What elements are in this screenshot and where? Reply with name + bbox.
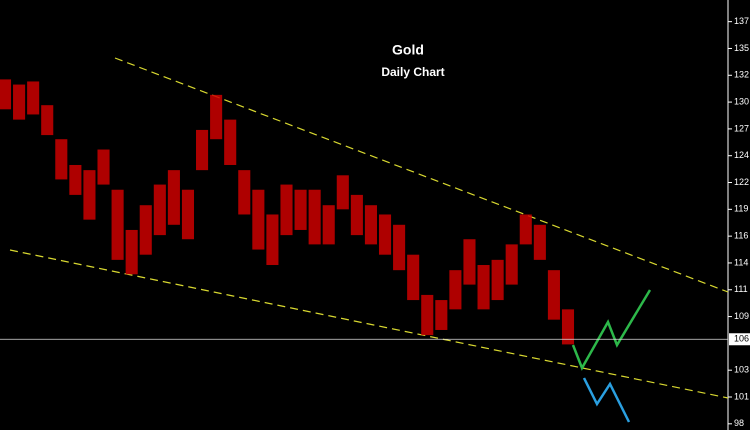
- price-bar: [519, 214, 532, 245]
- y-tick-label: 119: [734, 204, 748, 214]
- price-bar: [0, 79, 12, 110]
- y-tick-label: 130: [734, 96, 749, 106]
- price-bar: [378, 214, 392, 255]
- price-bar: [55, 139, 68, 180]
- price-bar: [477, 265, 490, 310]
- price-bar: [435, 300, 448, 330]
- y-tick-label: 137: [734, 16, 749, 26]
- price-bar: [167, 170, 180, 225]
- price-bar: [421, 294, 434, 336]
- chart-subtitle: Daily Chart: [381, 65, 444, 79]
- price-bar: [407, 254, 420, 301]
- bearish-projection: [582, 377, 631, 423]
- price-bar: [561, 309, 575, 345]
- price-bar: [491, 259, 504, 301]
- last-price-label: 106: [734, 334, 749, 344]
- y-tick-label: 132: [734, 70, 749, 80]
- y-tick-label: 122: [734, 177, 749, 187]
- y-tick-label: 116: [734, 231, 748, 241]
- y-tick-label: 109: [734, 311, 749, 321]
- last-price-box: [729, 333, 750, 346]
- price-bar: [336, 175, 349, 210]
- price-bar: [196, 129, 209, 171]
- price-bar: [69, 164, 82, 195]
- price-bar: [449, 270, 462, 310]
- price-bar: [308, 189, 321, 245]
- price-bar: [322, 205, 335, 245]
- y-tick-label: 114: [734, 257, 748, 267]
- price-bar: [111, 189, 124, 260]
- price-bar: [280, 184, 293, 236]
- y-tick-label: 103: [734, 365, 749, 375]
- chart-title: Gold: [392, 42, 424, 58]
- price-bar: [547, 270, 560, 320]
- price-bar: [125, 229, 138, 275]
- bullish-projection: [571, 289, 652, 371]
- price-bar: [266, 214, 279, 266]
- price-bar: [181, 189, 195, 240]
- price-bar: [83, 170, 96, 220]
- price-bar: [463, 239, 476, 285]
- price-bar: [533, 224, 546, 260]
- price-bar: [41, 105, 54, 136]
- y-tick-label: 124: [734, 150, 749, 160]
- price-bar: [252, 189, 265, 250]
- price-bar: [238, 170, 251, 215]
- lower-trendline: [9, 249, 729, 399]
- price-bar: [505, 244, 518, 285]
- price-bar: [364, 205, 377, 245]
- price-bar: [13, 84, 26, 120]
- price-bar: [224, 119, 237, 165]
- y-tick-label: 98: [734, 418, 744, 428]
- y-tick-label: 127: [734, 123, 749, 133]
- price-bar: [294, 189, 307, 230]
- price-bar: [210, 94, 223, 140]
- price-bar: [393, 224, 406, 271]
- y-tick-label: 101: [734, 391, 749, 401]
- price-bar: [153, 184, 166, 236]
- price-bar: [27, 81, 40, 115]
- y-tick-label: 111: [734, 284, 748, 294]
- price-bar: [97, 149, 110, 185]
- y-tick-label: 135: [734, 43, 749, 53]
- price-bar: [139, 205, 152, 255]
- price-bar: [350, 194, 363, 236]
